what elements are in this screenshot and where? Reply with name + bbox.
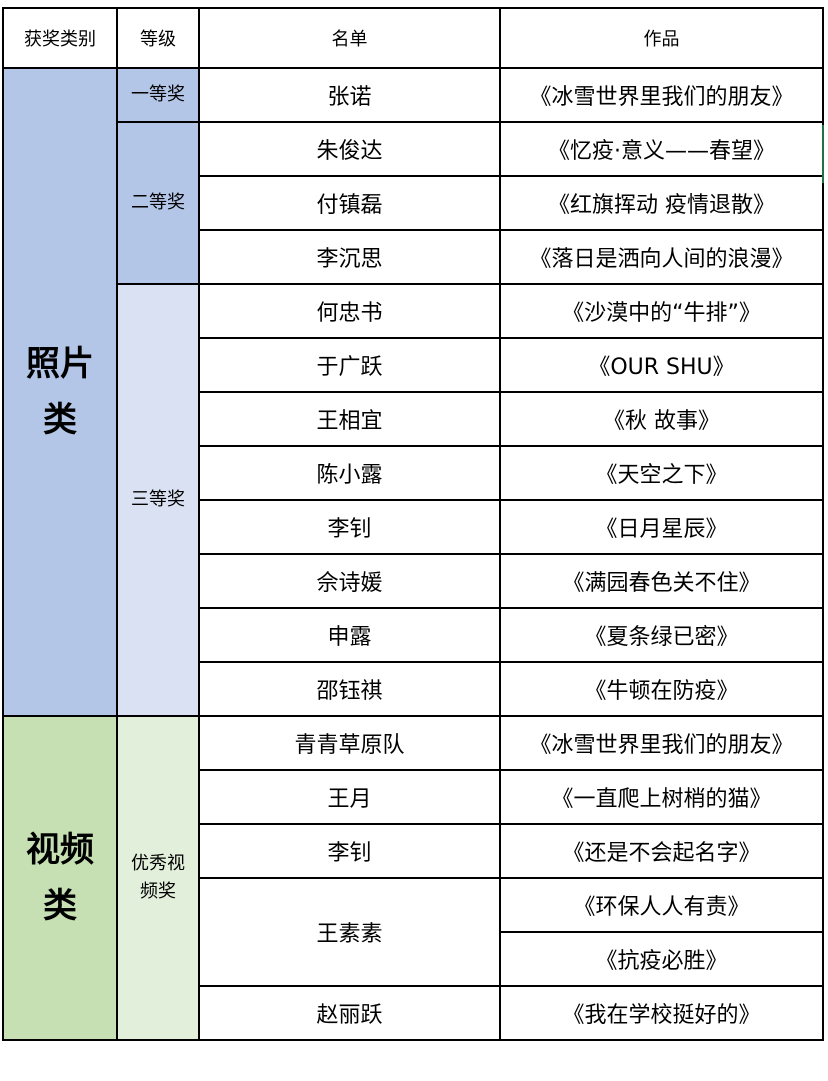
table-row: 佘诗媛 《满园春色关不住》 (3, 553, 824, 609)
grade-second[interactable]: 二等奖 (116, 121, 200, 285)
header-names[interactable]: 名单 (198, 7, 501, 69)
table-row: 付镇磊 《红旗挥动 疫情退散》 (3, 175, 824, 231)
work-cell[interactable]: 《落日是洒向人间的浪漫》 (499, 229, 824, 285)
table-row: 三等奖 何忠书 《沙漠中的“牛排”》 (3, 283, 824, 717)
name-cell[interactable]: 于广跃 (198, 337, 501, 393)
work-cell[interactable]: 《冰雪世界里我们的朋友》 (499, 715, 824, 771)
table-row: 陈小露 《天空之下》 (3, 445, 824, 501)
grade-excellent-video[interactable]: 优秀视频奖 (116, 715, 200, 1041)
work-cell[interactable]: 《环保人人有责》 (499, 877, 824, 933)
table-row: 邵钰祺 《牛顿在防疫》 (3, 661, 824, 717)
work-cell[interactable]: 《夏条绿已密》 (499, 607, 824, 663)
name-cell[interactable]: 王素素 (198, 877, 501, 987)
work-cell[interactable]: 《OUR SHU》 (499, 337, 824, 393)
name-cell[interactable]: 陈小露 (198, 445, 501, 501)
table-row: 照片类 一等奖 张诺 《冰雪世界里我们的朋友》 (2, 67, 824, 717)
work-cell[interactable]: 《红旗挥动 疫情退散》 (499, 175, 824, 231)
name-cell[interactable]: 邵钰祺 (198, 661, 501, 717)
awards-table: 获奖类别 等级 名单 作品 照片类 一等奖 张诺 《冰雪世界里我们的朋友》 二等… (2, 7, 824, 1041)
table-row: 申露 《夏条绿已密》 (3, 607, 824, 663)
table-row: 王素素 《环保人人有责》 (3, 877, 824, 987)
cell-selection-indicator (822, 125, 824, 183)
table-row: 二等奖 朱俊达 《忆疫·意义——春望》 (3, 121, 824, 285)
header-category[interactable]: 获奖类别 (2, 7, 118, 69)
header-grade[interactable]: 等级 (116, 7, 200, 69)
work-cell[interactable]: 《秋 故事》 (499, 391, 824, 447)
work-cell[interactable]: 《冰雪世界里我们的朋友》 (499, 67, 824, 123)
work-cell[interactable]: 《我在学校挺好的》 (499, 985, 824, 1041)
table-row: 李钊 《还是不会起名字》 (3, 823, 824, 879)
work-cell[interactable]: 《满园春色关不住》 (499, 553, 824, 609)
name-cell[interactable]: 王相宜 (198, 391, 501, 447)
table-row: 王相宜 《秋 故事》 (3, 391, 824, 447)
name-cell[interactable]: 佘诗媛 (198, 553, 501, 609)
work-cell[interactable]: 《抗疫必胜》 (499, 931, 824, 987)
header-row: 获奖类别 等级 名单 作品 (2, 7, 824, 69)
name-cell[interactable]: 李钊 (198, 823, 501, 879)
work-cell[interactable]: 《天空之下》 (499, 445, 824, 501)
name-cell[interactable]: 付镇磊 (198, 175, 501, 231)
name-cell[interactable]: 李沉思 (198, 229, 501, 285)
table-row: 于广跃 《OUR SHU》 (3, 337, 824, 393)
table-row: 李钊 《日月星辰》 (3, 499, 824, 555)
work-cell[interactable]: 《沙漠中的“牛排”》 (499, 283, 824, 339)
name-cell[interactable]: 申露 (198, 607, 501, 663)
table-row: 视频类 优秀视频奖 青青草原队 《冰雪世界里我们的朋友》 (2, 715, 824, 1041)
name-cell[interactable]: 何忠书 (198, 283, 501, 339)
table-row: 李沉思 《落日是洒向人间的浪漫》 (3, 229, 824, 285)
work-cell[interactable]: 《牛顿在防疫》 (499, 661, 824, 717)
category-video[interactable]: 视频类 (2, 715, 118, 1041)
work-cell[interactable]: 《一直爬上树梢的猫》 (499, 769, 824, 825)
name-cell[interactable]: 张诺 (198, 67, 501, 123)
name-cell[interactable]: 朱俊达 (198, 121, 501, 177)
table-row: 赵丽跃 《我在学校挺好的》 (3, 985, 824, 1041)
name-cell[interactable]: 赵丽跃 (198, 985, 501, 1041)
header-works[interactable]: 作品 (499, 7, 824, 69)
name-cell[interactable]: 王月 (198, 769, 501, 825)
category-photo[interactable]: 照片类 (2, 67, 118, 717)
work-cell[interactable]: 《日月星辰》 (499, 499, 824, 555)
table-row: 《抗疫必胜》 (3, 931, 824, 987)
grade-first[interactable]: 一等奖 (116, 67, 200, 123)
work-cell[interactable]: 《还是不会起名字》 (499, 823, 824, 879)
work-cell[interactable]: 《忆疫·意义——春望》 (499, 121, 824, 177)
name-cell[interactable]: 青青草原队 (198, 715, 501, 771)
table-row: 王月 《一直爬上树梢的猫》 (3, 769, 824, 825)
grade-third[interactable]: 三等奖 (116, 283, 200, 717)
name-cell[interactable]: 李钊 (198, 499, 501, 555)
